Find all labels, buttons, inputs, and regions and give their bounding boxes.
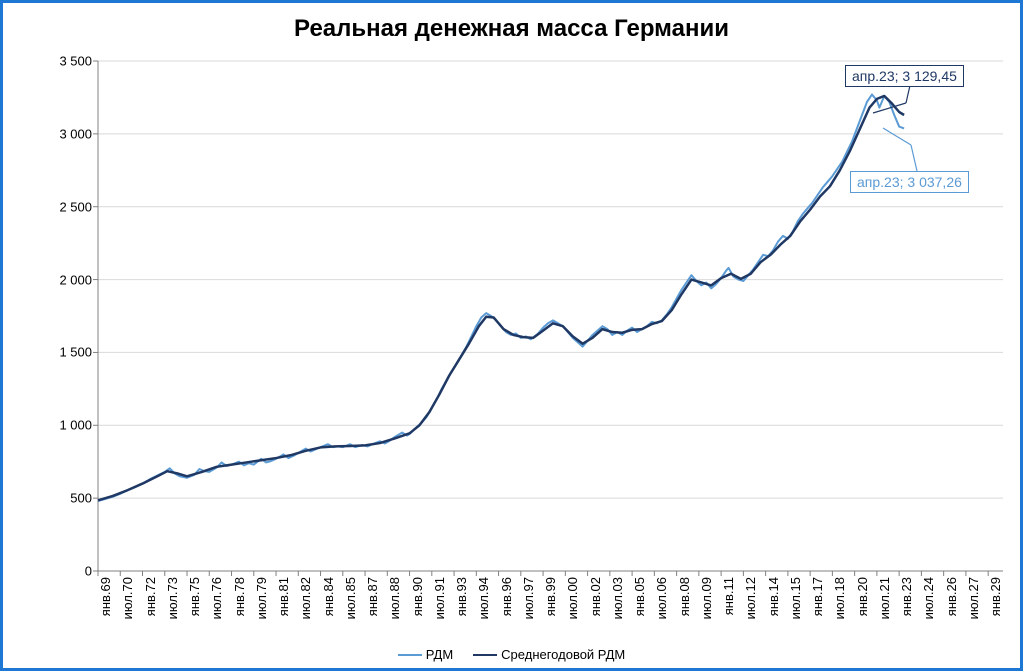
x-tick-label: июл.03 <box>610 577 625 619</box>
x-tick-label: янв.14 <box>766 577 781 616</box>
chart-container: Реальная денежная масса Германии млрд. е… <box>0 0 1023 671</box>
legend-item: РДМ <box>398 647 453 662</box>
x-tick-label: июл.12 <box>743 577 758 619</box>
x-tick-label: июл.79 <box>254 577 269 619</box>
y-tick-label: 3 000 <box>59 126 92 141</box>
legend-item: Среднегодовой РДМ <box>473 647 625 662</box>
x-tick-label: янв.23 <box>899 577 914 616</box>
x-tick-label: июл.18 <box>832 577 847 619</box>
x-tick-label: янв.93 <box>454 577 469 616</box>
x-tick-label: янв.84 <box>321 577 336 616</box>
x-tick-label: июл.88 <box>387 577 402 619</box>
x-tick-label: янв.20 <box>855 577 870 616</box>
legend-line <box>398 654 422 656</box>
plot-area: 05001 0001 5002 0002 5003 0003 500янв.69… <box>98 61 1003 571</box>
x-tick-label: июл.82 <box>298 577 313 619</box>
x-tick-label: июл.24 <box>921 577 936 619</box>
y-tick-label: 2 000 <box>59 272 92 287</box>
data-callout: апр.23; 3 129,45 <box>845 65 964 87</box>
y-tick-label: 0 <box>85 564 92 579</box>
x-tick-label: июл.27 <box>966 577 981 619</box>
x-tick-label: янв.17 <box>810 577 825 616</box>
x-tick-label: июл.76 <box>209 577 224 619</box>
chart-title: Реальная денежная масса Германии <box>3 15 1020 43</box>
y-tick-label: 3 500 <box>59 54 92 69</box>
x-tick-label: июл.09 <box>699 577 714 619</box>
x-tick-label: янв.78 <box>232 577 247 616</box>
x-tick-label: июл.97 <box>521 577 536 619</box>
x-tick-label: янв.96 <box>499 577 514 616</box>
legend: РДМ Среднегодовой РДМ <box>3 644 1020 663</box>
data-callout: апр.23; 3 037,26 <box>850 171 969 193</box>
x-tick-label: янв.72 <box>143 577 158 616</box>
x-tick-label: июл.85 <box>343 577 358 619</box>
x-tick-label: июл.73 <box>165 577 180 619</box>
x-tick-label: янв.05 <box>632 577 647 616</box>
y-tick-label: 2 500 <box>59 199 92 214</box>
x-tick-label: июл.94 <box>476 577 491 619</box>
x-tick-label: янв.81 <box>276 577 291 616</box>
x-tick-label: янв.02 <box>588 577 603 616</box>
x-tick-label: июл.00 <box>565 577 580 619</box>
x-tick-label: янв.69 <box>98 577 113 616</box>
x-tick-label: июл.70 <box>120 577 135 619</box>
y-tick-label: 500 <box>70 491 92 506</box>
legend-label: РДМ <box>426 647 453 662</box>
legend-line <box>473 654 497 656</box>
x-tick-label: янв.90 <box>410 577 425 616</box>
y-tick-label: 1 500 <box>59 345 92 360</box>
x-tick-label: июл.06 <box>654 577 669 619</box>
chart-svg <box>98 61 1003 571</box>
x-tick-label: июл.21 <box>877 577 892 619</box>
x-tick-label: янв.75 <box>187 577 202 616</box>
x-tick-label: янв.26 <box>944 577 959 616</box>
legend-label: Среднегодовой РДМ <box>501 647 625 662</box>
x-tick-label: янв.99 <box>543 577 558 616</box>
x-tick-label: июл.91 <box>432 577 447 619</box>
y-tick-label: 1 000 <box>59 418 92 433</box>
x-tick-label: янв.11 <box>721 577 736 615</box>
x-tick-label: июл.15 <box>788 577 803 619</box>
x-tick-label: янв.08 <box>677 577 692 616</box>
x-tick-label: янв.87 <box>365 577 380 616</box>
x-tick-label: янв.29 <box>988 577 1003 616</box>
